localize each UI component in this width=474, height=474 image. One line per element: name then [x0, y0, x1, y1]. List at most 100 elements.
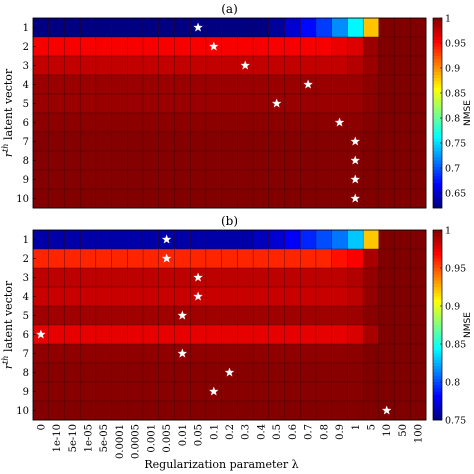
heatmap-cell [158, 93, 175, 114]
heatmap-cell [48, 55, 65, 76]
heatmap-cell [410, 55, 427, 76]
heatmap-cell [158, 74, 175, 95]
colorbar-segment [433, 182, 442, 187]
heatmap-cell [190, 343, 207, 364]
heatmap-cell [190, 131, 207, 152]
y-tick-label: 8 [23, 368, 29, 379]
heatmap-cell [300, 17, 317, 38]
heatmap-cell [190, 305, 207, 326]
colorbar-segment [433, 340, 442, 345]
x-tick-label: 1 [351, 424, 362, 430]
colorbar-segment [433, 84, 442, 88]
heatmap-cell [127, 229, 144, 250]
colorbar-segment [433, 385, 442, 389]
heatmap-cell [79, 400, 97, 421]
heatmap-cell [268, 36, 285, 57]
colorbar-segment [433, 391, 442, 395]
x-tick-label: 0.3 [241, 424, 252, 440]
x-tick-label: 1e-10 [52, 424, 63, 452]
heatmap-cell [347, 17, 364, 38]
heatmap-cell [174, 381, 191, 402]
colorbar-tick-label: 0.8 [445, 114, 460, 125]
heatmap-cell [252, 324, 270, 345]
heatmap-cell [95, 305, 112, 326]
heatmap-cell [95, 362, 112, 383]
heatmap-cell [111, 305, 128, 326]
heatmap-cell [378, 362, 395, 383]
heatmap-cell [410, 112, 427, 133]
heatmap-cell [221, 131, 238, 152]
colorbar-segment [433, 138, 442, 142]
heatmap-cell [315, 362, 333, 383]
colorbar-segment [433, 382, 442, 386]
colorbar-segment [433, 65, 442, 69]
heatmap-cell [127, 74, 144, 95]
heatmap-cell [315, 112, 333, 133]
best-lambda-star-marker [334, 117, 345, 127]
heatmap-cell [378, 248, 395, 269]
heatmap-cell [111, 55, 128, 76]
colorbar-segment [433, 249, 442, 253]
heatmap-cell [127, 267, 144, 288]
heatmap-cell [158, 17, 175, 38]
heatmap-cell [378, 74, 395, 95]
heatmap-cell [48, 229, 65, 250]
heatmap-cell [394, 400, 411, 421]
colorbar-segment [433, 18, 442, 22]
colorbar-segment [433, 410, 442, 414]
heatmap-cell [95, 74, 112, 95]
heatmap-cell [158, 55, 175, 76]
colorbar-tick-label: 1 [445, 14, 451, 25]
best-lambda-star-marker [193, 272, 203, 282]
colorbar-segment [433, 87, 442, 92]
colorbar-label: NMSE [463, 312, 473, 338]
heatmap-cell [64, 343, 81, 364]
heatmap-cell [284, 55, 301, 76]
x-tick-label: 0.0001 [115, 424, 126, 459]
heatmap-cell [174, 229, 191, 250]
heatmap-cell [268, 305, 285, 326]
colorbar-segment [433, 173, 442, 177]
heatmap-cell [237, 74, 254, 95]
heatmap-cell [237, 150, 254, 171]
colorbar-segment [433, 233, 442, 237]
heatmap-cell [111, 267, 128, 288]
x-tick-label: 0.7 [304, 424, 315, 440]
colorbar-segment [433, 353, 442, 357]
heatmap-cell [95, 400, 112, 421]
colorbar-segment [433, 37, 442, 41]
heatmap-cell [315, 169, 333, 190]
heatmap-cell [237, 169, 254, 190]
heatmap-cell [268, 229, 285, 250]
heatmap-cell [205, 131, 222, 152]
best-lambda-star-marker [161, 253, 172, 263]
heatmap-cell [347, 229, 364, 250]
heatmap-cell [252, 131, 270, 152]
heatmap-cell [284, 150, 301, 171]
colorbar-segment [433, 154, 442, 158]
heatmap-cell [347, 248, 364, 269]
colorbar-segment [433, 369, 442, 373]
heatmap-cell [284, 400, 301, 421]
colorbar-segment [433, 185, 442, 190]
heatmap-cell [284, 305, 301, 326]
heatmap-cell [205, 286, 222, 307]
heatmap-cell [205, 267, 222, 288]
heatmap-cell [315, 305, 333, 326]
heatmap-cell [300, 169, 317, 190]
colorbar-segment [433, 198, 442, 202]
heatmap-cell [205, 112, 222, 133]
heatmap-cell [205, 229, 222, 250]
best-lambda-star-marker [177, 348, 188, 358]
heatmap-cell [394, 267, 411, 288]
heatmap-cell [394, 381, 411, 402]
heatmap-cell [300, 267, 317, 288]
heatmap-cell [315, 55, 333, 76]
heatmap-cell [221, 150, 238, 171]
heatmap-cell [347, 400, 364, 421]
colorbar-tick-label: 0.75 [445, 416, 466, 427]
x-tick-label: 100 [414, 424, 425, 443]
heatmap-cell [221, 248, 238, 269]
heatmap-cell [174, 248, 191, 269]
